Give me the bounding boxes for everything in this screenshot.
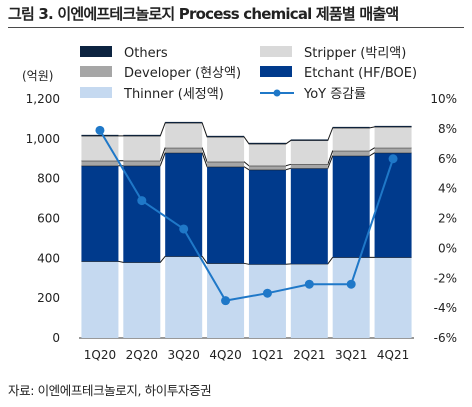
left-tick-label: 1,000	[26, 132, 60, 146]
bar-segment	[81, 165, 119, 262]
legend-swatch-4	[80, 87, 112, 98]
bar-segment	[332, 155, 370, 258]
x-tick-label: 3Q20	[168, 348, 200, 362]
bar-segment	[374, 257, 412, 338]
left-axis-unit: (억원)	[22, 69, 53, 83]
yoy-point	[388, 154, 398, 164]
bar-segment	[81, 160, 119, 166]
yoy-point	[95, 125, 105, 135]
yoy-point	[179, 224, 189, 234]
x-tick-label: 3Q21	[335, 348, 367, 362]
yoy-point	[346, 279, 356, 289]
bar-segment	[123, 135, 161, 161]
source-note: 자료: 이엔에프테크놀로지, 하이투자증권	[8, 383, 212, 398]
bar-segment	[374, 126, 412, 148]
bar-segment	[81, 134, 119, 136]
bar-segment	[290, 140, 328, 165]
legend-label-2: Developer (현상액)	[124, 66, 241, 81]
bar-segment	[290, 164, 328, 169]
right-tick-label: 8%	[438, 122, 457, 136]
bar-segment	[165, 121, 203, 123]
legend-label-0: Others	[124, 46, 168, 61]
right-tick-label: -4%	[434, 301, 457, 315]
bar-segment	[332, 127, 370, 151]
legend-swatch-1	[260, 46, 292, 57]
bar-segment	[123, 134, 161, 136]
legend-swatch-0	[80, 46, 112, 57]
yoy-point	[304, 279, 314, 289]
right-tick-label: -2%	[434, 271, 457, 285]
bar-segment	[81, 261, 119, 338]
bar-segment	[123, 262, 161, 338]
legend-swatch-3	[260, 66, 292, 77]
left-tick-label: 400	[37, 251, 60, 265]
bar-segment	[207, 135, 245, 137]
yoy-line	[95, 125, 398, 306]
legend: Others Stripper (박리액) Developer (현상액) Etcha…	[80, 46, 417, 102]
bar-segment	[165, 122, 203, 148]
legend-label-4: Thinner (세정액)	[123, 87, 224, 102]
bar-segment	[207, 136, 245, 162]
left-tick-label: 600	[37, 212, 60, 226]
bar-segment	[207, 166, 245, 264]
bars	[81, 121, 412, 338]
bar-segment	[123, 160, 161, 166]
bar-segment	[332, 126, 370, 128]
left-tick-label: 800	[37, 172, 60, 186]
right-tick-label: 2%	[438, 212, 457, 226]
x-tick-label: 4Q21	[377, 348, 409, 362]
x-tick-label: 4Q20	[209, 348, 241, 362]
x-tick-label: 2Q20	[126, 348, 158, 362]
yoy-point	[137, 196, 147, 206]
bar-segment	[207, 161, 245, 167]
legend-label-5: YoY 증감률	[303, 87, 366, 102]
bar-segment	[248, 165, 286, 170]
legend-swatch-2	[80, 66, 112, 77]
left-tick-label: 1,200	[26, 92, 60, 106]
bar-segment	[332, 257, 370, 338]
x-tick-label: 1Q20	[84, 348, 116, 362]
left-tick-label: 200	[37, 291, 60, 305]
bar-segment	[374, 125, 412, 127]
bar-segment	[374, 152, 412, 258]
bar-segment	[374, 147, 412, 153]
x-tick-label: 2Q21	[293, 348, 325, 362]
bar-segment	[165, 152, 203, 257]
bar-segment	[332, 150, 370, 156]
bar-segment	[81, 135, 119, 161]
left-tick-label: 0	[52, 331, 60, 345]
bar-segment	[165, 147, 203, 153]
bar-segment	[248, 142, 286, 144]
bar-segment	[248, 169, 286, 265]
bar-segment	[290, 263, 328, 338]
legend-label-1: Stripper (박리액)	[304, 46, 406, 61]
bar-segment	[248, 143, 286, 166]
bar-segment	[290, 139, 328, 141]
title-rule	[8, 27, 464, 28]
right-tick-label: 6%	[438, 152, 457, 166]
legend-line-marker	[273, 89, 281, 97]
yoy-point	[262, 288, 272, 298]
legend-label-3: Etchant (HF/BOE)	[304, 66, 417, 81]
bar-segment	[165, 256, 203, 338]
yoy-line-path	[99, 129, 395, 302]
bar-segment	[290, 168, 328, 264]
right-tick-label: 4%	[438, 182, 457, 196]
chart-title: 그림 3. 이엔에프테크놀로지 Process chemical 제품별 매출액	[8, 5, 399, 23]
bar-segment	[248, 264, 286, 338]
right-tick-label: 10%	[430, 92, 457, 106]
right-tick-label: -6%	[434, 331, 457, 345]
axes: 0 200 400 600 800 1,000 1,200 -6% -4% -2% 0% 2% 4% 6%…	[26, 92, 457, 362]
yoy-point	[221, 296, 231, 306]
x-tick-label: 1Q21	[251, 348, 283, 362]
right-tick-label: 0%	[438, 241, 457, 255]
